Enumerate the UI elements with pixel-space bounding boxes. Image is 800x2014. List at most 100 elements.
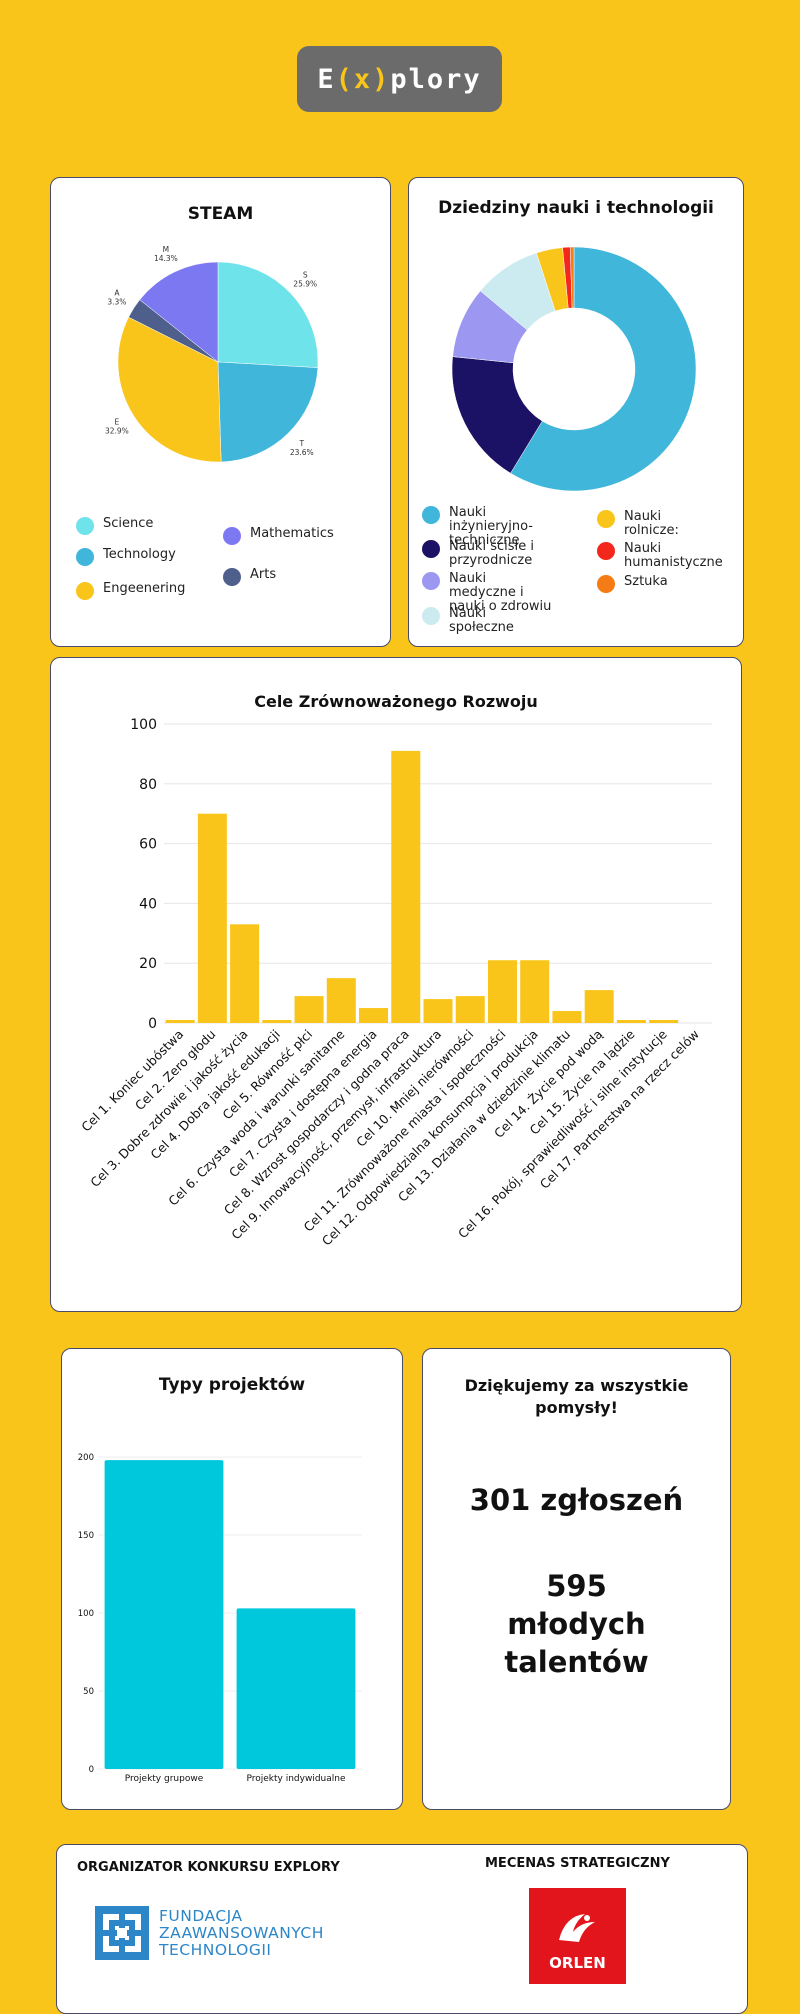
- legend-dot-icon: [422, 572, 440, 590]
- steam-legend-label: Engeenering: [103, 581, 186, 596]
- domains-legend-label: Nauki ścisłe i przyrodnicze: [449, 539, 534, 568]
- explory-logo: E(x) plory: [297, 46, 502, 112]
- domains-legend-label: Nauki rolnicze:: [624, 509, 679, 538]
- footer-card: [56, 1844, 748, 2014]
- steam-slice-label-S: S: [303, 271, 308, 280]
- types-bar-chart: 0 50 100 150 200 Projekty grupowe Projekty ind…: [78, 1453, 362, 1784]
- legend-dot-icon: [597, 575, 615, 593]
- steam-slice-label-A: A: [114, 288, 120, 297]
- legend-dot-icon: [597, 542, 615, 560]
- sdg-ytick: 20: [139, 956, 157, 972]
- steam-slice-label-T: T: [298, 439, 304, 448]
- logo-paren-open: (: [335, 63, 354, 95]
- steam-legend-item: Science: [76, 517, 153, 535]
- domains-legend-item: Nauki rolnicze:: [597, 510, 717, 538]
- types-bar: [236, 1608, 356, 1769]
- types-title: Typy projektów: [158, 1375, 306, 1395]
- legend-dot-icon: [422, 506, 440, 524]
- sdg-bar: [520, 960, 550, 1023]
- steam-legend-label: Arts: [250, 567, 277, 582]
- steam-slice-value-S: 25.9%: [293, 280, 317, 289]
- sdg-bar: [230, 924, 260, 1023]
- types-ytick: 0: [89, 1765, 94, 1775]
- thanks-title: Dziękujemy za wszystkie pomysły!: [464, 1376, 689, 1417]
- legend-dot-icon: [76, 582, 94, 600]
- domains-legend-label: Sztuka: [624, 574, 668, 589]
- legend-dot-icon: [223, 568, 241, 586]
- types-ytick: 100: [78, 1609, 94, 1619]
- domains-donut-chart: [451, 246, 697, 492]
- domains-legend-label: Nauki medyczne i nauki o zdrowiu: [449, 571, 552, 614]
- orlen-logo: ORLEN: [529, 1888, 626, 1984]
- orlen-eagle-icon: [558, 1914, 595, 1942]
- domains-legend-item: Nauki społeczne: [422, 607, 552, 635]
- legend-dot-icon: [76, 517, 94, 535]
- domains-legend-item: Nauki medyczne i nauki o zdrowiu: [422, 572, 552, 614]
- steam-legend-item: Arts: [223, 568, 276, 586]
- steam-slice-label-M: M: [163, 245, 169, 254]
- sdg-bar: [423, 999, 453, 1023]
- donut-slice-0: [510, 246, 697, 492]
- thanks-submissions: 301 zgłoszeń: [469, 1483, 684, 1517]
- organizer-title: ORGANIZATOR KONKURSU EXPLORY: [77, 1860, 340, 1875]
- types-ytick: 50: [83, 1687, 94, 1697]
- sdg-bar: [455, 996, 485, 1023]
- sdg-ytick: 80: [139, 777, 157, 793]
- steam-slice-value-M: 14.3%: [154, 254, 178, 263]
- sdg-bar: [262, 1020, 292, 1023]
- sdg-bar: [584, 990, 614, 1023]
- steam-slice-M: [139, 261, 219, 363]
- domains-legend-item: Nauki ścisłe i przyrodnicze: [422, 540, 552, 568]
- sdg-bar: [326, 978, 356, 1023]
- types-ytick: 150: [78, 1531, 94, 1541]
- steam-legend-item: Engeenering: [76, 582, 185, 600]
- sdg-ytick: 60: [139, 837, 157, 853]
- legend-dot-icon: [422, 540, 440, 558]
- sdg-bar: [165, 1020, 195, 1023]
- types-ytick: 200: [78, 1453, 94, 1463]
- steam-slice-E: [117, 316, 222, 463]
- types-bar: [104, 1460, 224, 1769]
- logo-paren-close: ): [372, 63, 391, 95]
- legend-dot-icon: [422, 607, 440, 625]
- sdg-ytick: 40: [139, 896, 157, 912]
- logo-prefix: E: [317, 63, 336, 95]
- sdg-title: Cele Zrównoważonego Rozwoju: [254, 692, 538, 711]
- domains-legend-item: Sztuka: [597, 575, 717, 593]
- steam-legend-label: Technology: [103, 547, 176, 562]
- fat-logo: FUNDACJA ZAAWANSOWANYCH TECHNOLOGII: [95, 1906, 324, 1960]
- logo-suffix: plory: [390, 63, 482, 95]
- steam-slice-value-T: 23.6%: [290, 448, 314, 457]
- steam-legend-item: Technology: [76, 548, 176, 566]
- thanks-talents: 595 młodych talentów: [504, 1569, 649, 1679]
- fat-line2: ZAAWANSOWANYCH: [159, 1923, 324, 1942]
- legend-dot-icon: [597, 510, 615, 528]
- steam-slice-value-A: 3.3%: [107, 297, 126, 306]
- orlen-label: ORLEN: [549, 1954, 606, 1972]
- sdg-ytick: 100: [130, 717, 157, 733]
- steam-slice-value-E: 32.9%: [105, 427, 129, 436]
- sdg-bar: [649, 1020, 679, 1023]
- sdg-bar: [616, 1020, 646, 1023]
- fat-emblem-icon: [95, 1906, 149, 1960]
- steam-legend-label: Science: [103, 516, 154, 531]
- types-xtick: Projekty indywidualne: [246, 1774, 345, 1784]
- sdg-bar: [552, 1011, 582, 1023]
- steam-pie-chart: S25.9% T23.6% E32.9% A3.3% M14.3%: [105, 245, 319, 463]
- domains-title: Dziedziny nauki i technologii: [438, 198, 714, 218]
- steam-slice-T: [217, 361, 319, 463]
- legend-dot-icon: [223, 527, 241, 545]
- domains-legend-item: Nauki inżynieryjno-techniczne: [422, 506, 552, 548]
- types-xtick: Projekty grupowe: [125, 1774, 204, 1784]
- sdg-bar: [391, 750, 421, 1023]
- steam-legend-label: Mathematics: [250, 526, 334, 541]
- logo-mark: x: [353, 63, 373, 95]
- steam-title: STEAM: [187, 204, 254, 224]
- domains-legend-label: Nauki humanistyczne: [624, 541, 723, 570]
- domains-legend-label: Nauki społeczne: [449, 606, 514, 635]
- steam-slice-label-E: E: [115, 418, 120, 427]
- sdg-bar: [359, 1008, 389, 1023]
- thanks-card: Dziękujemy za wszystkie pomysły! 301 zgł…: [422, 1348, 731, 1810]
- fat-line3: TECHNOLOGII: [159, 1940, 272, 1959]
